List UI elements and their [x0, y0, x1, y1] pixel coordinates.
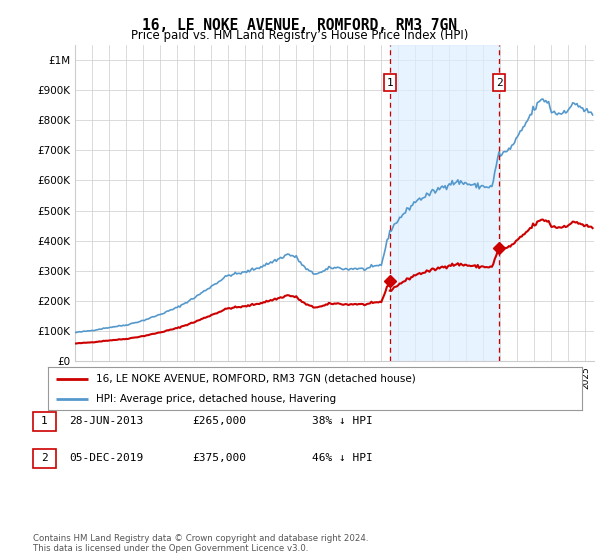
FancyBboxPatch shape [383, 74, 395, 91]
Text: 1: 1 [386, 78, 393, 88]
Text: HPI: Average price, detached house, Havering: HPI: Average price, detached house, Have… [96, 394, 336, 404]
FancyBboxPatch shape [493, 74, 505, 91]
Text: 05-DEC-2019: 05-DEC-2019 [69, 452, 143, 463]
Bar [389, 45, 499, 361]
Text: 46% ↓ HPI: 46% ↓ HPI [312, 452, 373, 463]
Text: Price paid vs. HM Land Registry’s House Price Index (HPI): Price paid vs. HM Land Registry’s House … [131, 29, 469, 42]
Text: £375,000: £375,000 [192, 452, 246, 463]
Text: 16, LE NOKE AVENUE, ROMFORD, RM3 7GN: 16, LE NOKE AVENUE, ROMFORD, RM3 7GN [143, 18, 458, 33]
Text: 16, LE NOKE AVENUE, ROMFORD, RM3 7GN (detached house): 16, LE NOKE AVENUE, ROMFORD, RM3 7GN (de… [96, 374, 416, 384]
Text: 28-JUN-2013: 28-JUN-2013 [69, 416, 143, 426]
Text: 2: 2 [41, 452, 48, 463]
Text: 1: 1 [41, 416, 48, 426]
Text: Contains HM Land Registry data © Crown copyright and database right 2024.
This d: Contains HM Land Registry data © Crown c… [33, 534, 368, 553]
Text: £265,000: £265,000 [192, 416, 246, 426]
Text: 2: 2 [496, 78, 502, 88]
Text: 38% ↓ HPI: 38% ↓ HPI [312, 416, 373, 426]
